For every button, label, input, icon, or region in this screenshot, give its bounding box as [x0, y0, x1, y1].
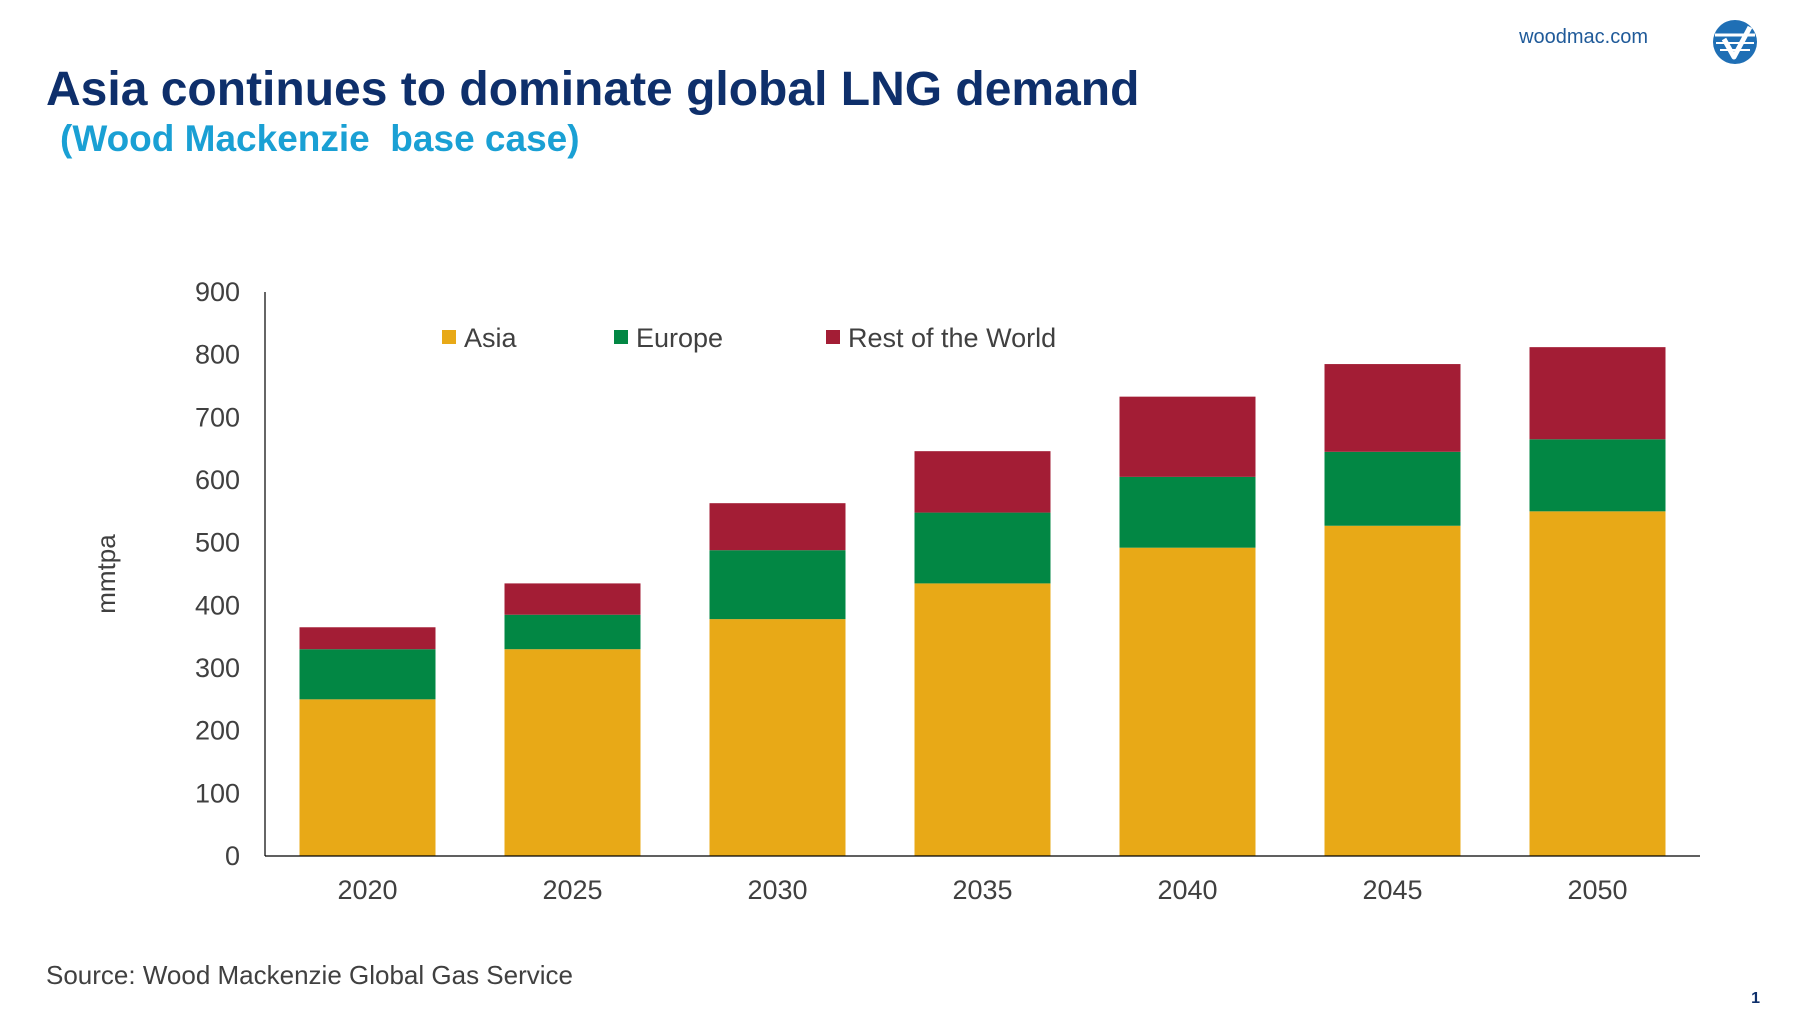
bar-rest-of-the-world-2035 [914, 451, 1051, 513]
x-tick-label: 2020 [337, 875, 397, 905]
y-tick-label: 200 [195, 716, 240, 746]
x-tick-label: 2045 [1362, 875, 1422, 905]
bar-europe-2050 [1529, 439, 1666, 512]
bar-europe-2020 [299, 649, 436, 700]
y-tick-label: 800 [195, 340, 240, 370]
chart-bars [299, 347, 1666, 856]
bar-asia-2050 [1529, 511, 1666, 856]
page-number: 1 [1751, 990, 1760, 1007]
y-tick-label: 300 [195, 653, 240, 683]
bar-asia-2045 [1324, 525, 1461, 856]
y-axis-label: mmtpa [91, 534, 121, 614]
x-tick-label: 2030 [747, 875, 807, 905]
bar-rest-of-the-world-2050 [1529, 347, 1666, 440]
y-tick-label: 600 [195, 465, 240, 495]
bar-rest-of-the-world-2025 [504, 583, 641, 615]
bar-rest-of-the-world-2020 [299, 627, 436, 650]
y-tick-label: 400 [195, 590, 240, 620]
y-tick-label: 500 [195, 528, 240, 558]
bar-asia-2040 [1119, 547, 1256, 856]
page-subtitle: (Wood Mackenzie base case) [60, 118, 580, 159]
page-title: Asia continues to dominate global LNG de… [46, 63, 1140, 116]
y-tick-label: 700 [195, 402, 240, 432]
legend-label: Rest of the World [848, 323, 1056, 353]
site-link[interactable]: woodmac.com [1519, 26, 1648, 48]
bar-asia-2030 [709, 619, 846, 856]
bar-asia-2020 [299, 699, 436, 856]
legend-swatch-asia [442, 330, 456, 344]
y-tick-label: 0 [225, 841, 240, 871]
chart-axes: 0 100 200 300 400 500 600 700 800 900 mmtpa 2020 202… [91, 277, 1700, 905]
bar-europe-2035 [914, 512, 1051, 584]
bar-europe-2040 [1119, 476, 1256, 548]
bar-europe-2030 [709, 550, 846, 620]
chart-legend: Asia Europe Rest of the World [442, 323, 1056, 353]
bar-europe-2045 [1324, 451, 1461, 526]
bar-asia-2035 [914, 583, 1051, 856]
x-tick-label: 2040 [1157, 875, 1217, 905]
x-tick-label: 2025 [542, 875, 602, 905]
legend-label: Asia [464, 323, 518, 353]
bar-rest-of-the-world-2045 [1324, 364, 1461, 452]
legend-swatch-rest-of-the-world [826, 330, 840, 344]
bar-rest-of-the-world-2040 [1119, 396, 1256, 477]
bar-asia-2025 [504, 649, 641, 856]
bar-rest-of-the-world-2030 [709, 503, 846, 551]
legend-label: Europe [636, 323, 723, 353]
x-tick-label: 2035 [952, 875, 1012, 905]
y-tick-label: 900 [195, 277, 240, 307]
y-tick-label: 100 [195, 778, 240, 808]
woodmac-logo-icon [1713, 20, 1757, 64]
legend-swatch-europe [614, 330, 628, 344]
source-note: Source: Wood Mackenzie Global Gas Servic… [46, 960, 573, 990]
x-tick-label: 2050 [1567, 875, 1627, 905]
bar-europe-2025 [504, 614, 641, 650]
